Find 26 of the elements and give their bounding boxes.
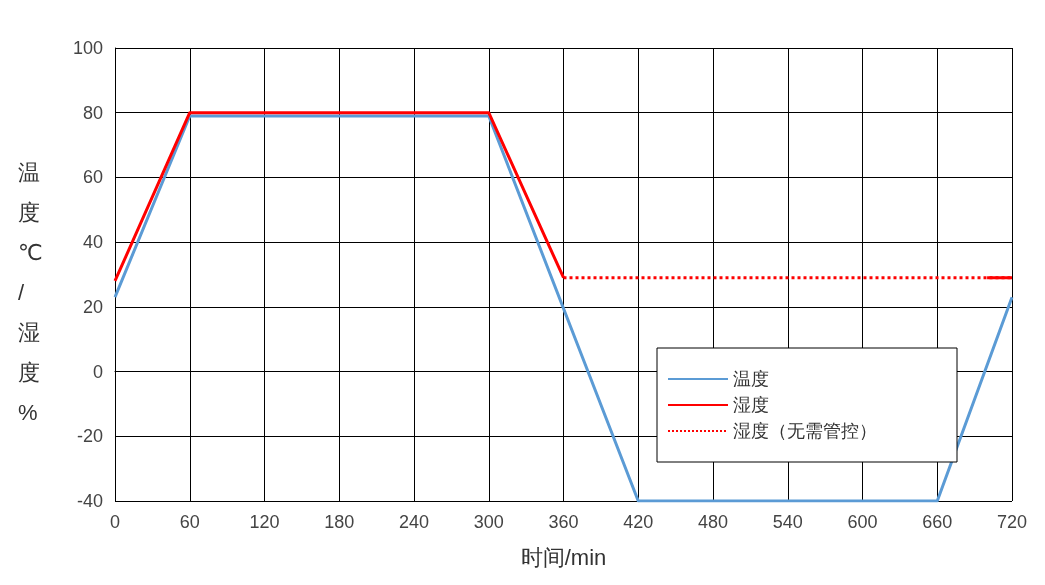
legend-label: 湿度 [733, 395, 769, 415]
x-tick-label: 120 [249, 512, 280, 532]
x-tick-label: 360 [548, 512, 579, 532]
y-tick-label: 20 [82, 296, 103, 317]
x-tick-label: 540 [772, 512, 803, 532]
x-tick-label: 60 [179, 512, 200, 532]
x-axis-title: 时间/min [520, 544, 607, 570]
x-tick-label: 480 [697, 512, 729, 532]
legend-label: 温度 [733, 369, 769, 389]
x-tick-label: 300 [473, 512, 504, 532]
y-tick-label: 40 [82, 232, 103, 253]
y-tick-label: -20 [76, 426, 103, 447]
x-tick-label: 240 [398, 512, 430, 532]
y-tick-label: 80 [82, 102, 103, 123]
x-tick-label: 180 [324, 512, 355, 532]
x-tick-label: 660 [922, 512, 953, 532]
x-tick-label: 720 [996, 512, 1028, 532]
x-tick-label: 420 [623, 512, 654, 532]
x-tick-label: 600 [847, 512, 878, 532]
y-tick-label: 60 [82, 167, 103, 188]
legend-label: 湿度（无需管控） [733, 421, 877, 441]
y-tick-label: 0 [92, 361, 103, 382]
y-tick-label: -40 [76, 491, 103, 511]
y-axis-title: 温度℃/湿度% [18, 160, 43, 425]
y-tick-label: 100 [72, 38, 103, 58]
x-tick-label: 0 [109, 512, 121, 532]
